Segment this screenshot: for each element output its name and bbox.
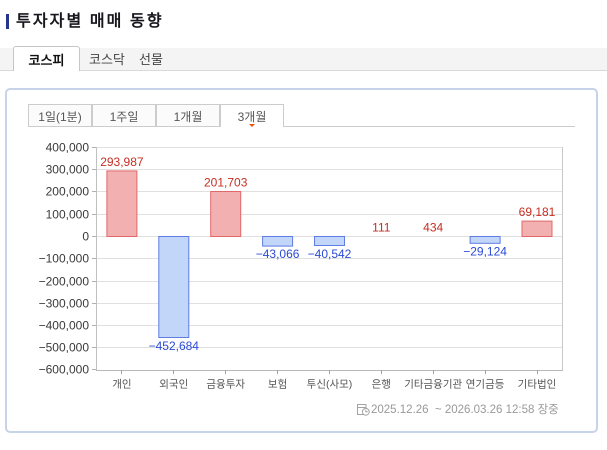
svg-text:−29,124: −29,124	[463, 244, 507, 258]
svg-text:400,000: 400,000	[46, 140, 90, 154]
svg-text:외국인: 외국인	[159, 379, 188, 391]
svg-text:−500,000: −500,000	[39, 340, 90, 354]
svg-text:기타법인: 기타법인	[518, 379, 557, 391]
svg-text:금융투자: 금융투자	[206, 379, 245, 391]
svg-text:100,000: 100,000	[46, 207, 90, 221]
svg-text:−452,684: −452,684	[149, 339, 200, 353]
svg-text:200,000: 200,000	[46, 184, 90, 198]
svg-text:201,703: 201,703	[204, 176, 248, 190]
svg-text:111: 111	[372, 221, 391, 235]
svg-text:보험: 보험	[268, 379, 287, 391]
svg-text:−43,066: −43,066	[256, 247, 300, 261]
svg-text:0: 0	[82, 229, 89, 243]
svg-text:연기금등: 연기금등	[466, 379, 505, 391]
svg-text:−300,000: −300,000	[39, 296, 90, 310]
svg-text:2025.12.26 ~ 2026.03.26 12:58: 2025.12.26 ~ 2026.03.26 12:58 장중	[371, 403, 559, 416]
svg-text:−200,000: −200,000	[39, 274, 90, 288]
svg-text:기타금융기관: 기타금융기관	[404, 379, 462, 391]
svg-text:−40,542: −40,542	[308, 247, 352, 261]
svg-text:개인: 개인	[112, 379, 131, 391]
svg-text:69,181: 69,181	[519, 205, 556, 219]
svg-text:−100,000: −100,000	[39, 251, 90, 265]
svg-text:−400,000: −400,000	[39, 318, 90, 332]
svg-text:−600,000: −600,000	[39, 362, 90, 376]
svg-text:은행: 은행	[372, 379, 391, 391]
svg-text:434: 434	[423, 221, 443, 235]
svg-text:300,000: 300,000	[46, 162, 90, 176]
svg-text:투신(사모): 투신(사모)	[307, 379, 353, 391]
svg-text:293,987: 293,987	[100, 155, 144, 169]
